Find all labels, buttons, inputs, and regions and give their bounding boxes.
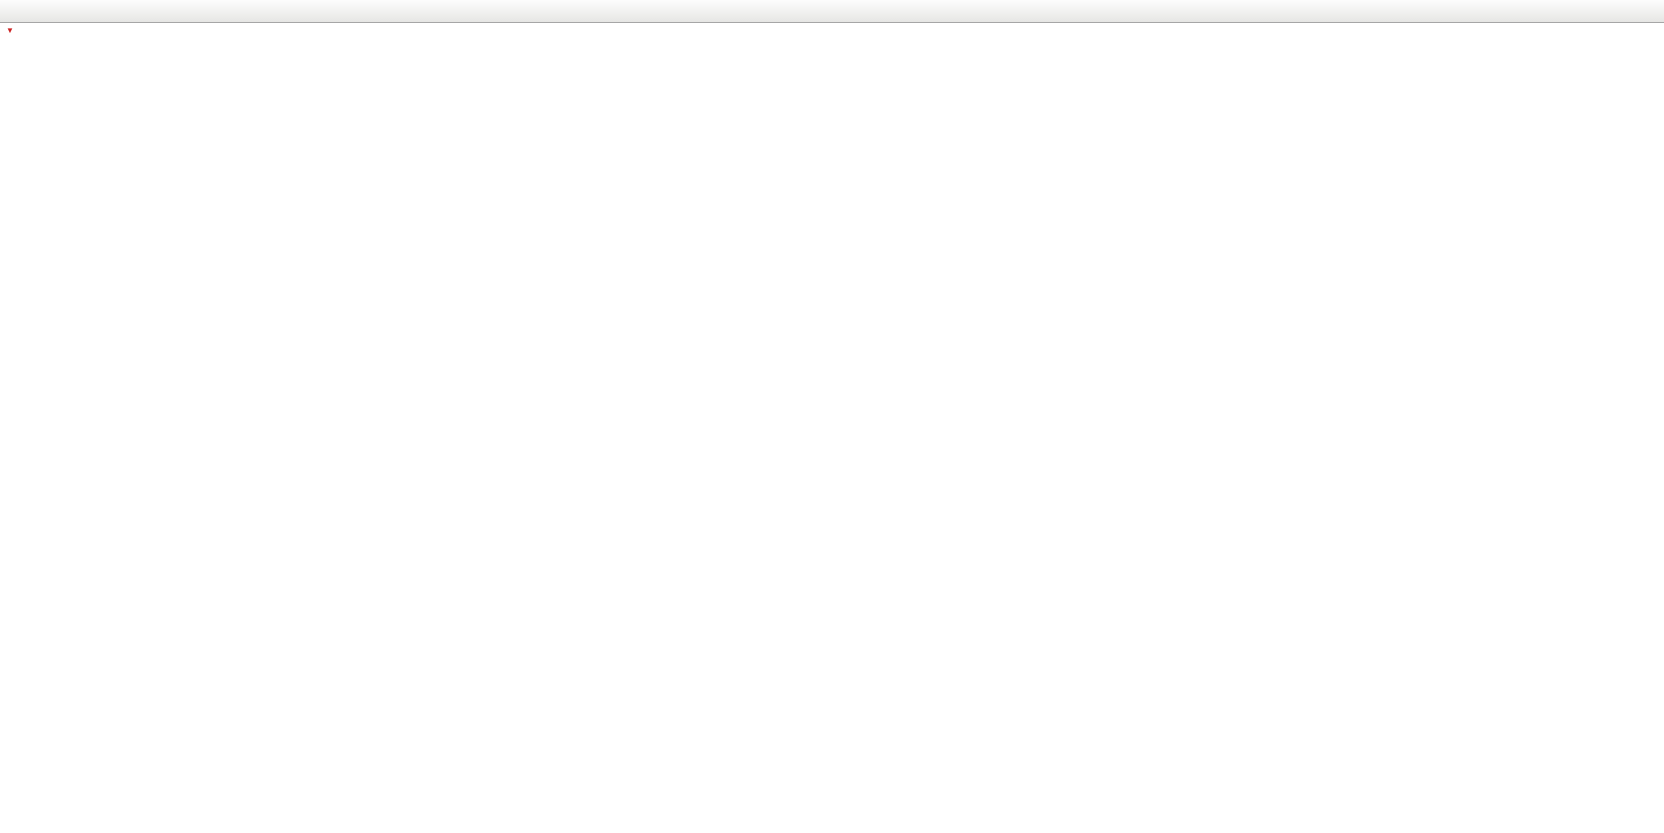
symbol-marker-icon — [6, 25, 18, 37]
chart-ohlc-label — [6, 25, 18, 37]
main-toolbar — [0, 0, 1664, 23]
